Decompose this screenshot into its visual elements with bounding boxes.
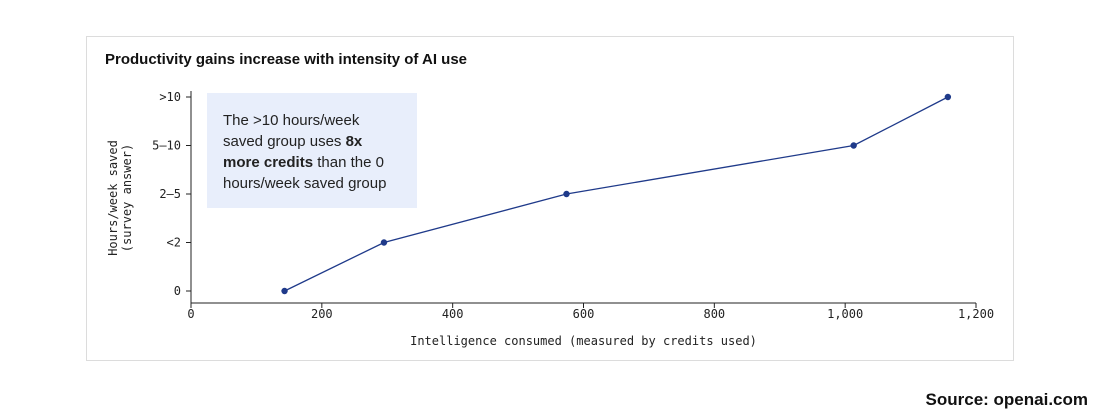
y-tick-label: 2–5 — [159, 187, 181, 201]
x-axis-label: Intelligence consumed (measured by credi… — [410, 334, 757, 348]
x-tick-label: 1,200 — [958, 307, 994, 321]
chart-title: Productivity gains increase with intensi… — [105, 51, 468, 68]
x-tick-label: 0 — [187, 307, 194, 321]
data-point — [281, 287, 288, 295]
annotation-text-1: The >10 hours/week saved group uses — [223, 112, 360, 150]
y-axis-label-line-1: Hours/week saved — [106, 140, 120, 256]
x-tick-label: 800 — [703, 307, 725, 321]
y-tick-label: <2 — [167, 236, 181, 250]
annotation-box: The >10 hours/week saved group uses 8x m… — [207, 93, 417, 208]
x-tick-label: 1,000 — [827, 307, 863, 321]
data-point — [944, 93, 952, 101]
annotation-bold-text: 8x more credits — [223, 133, 363, 171]
annotation-text-2: than the 0 hours/week saved group — [223, 154, 387, 192]
y-tick-label: 5–10 — [152, 139, 181, 153]
y-tick-label: >10 — [159, 90, 181, 104]
source-credit: Source: openai.com — [925, 390, 1088, 409]
y-tick-label: 0 — [174, 284, 181, 298]
data-point — [380, 239, 388, 246]
x-tick-label: 600 — [573, 307, 595, 321]
data-point — [563, 190, 570, 198]
y-axis-label-line-2: (survey answer) — [120, 144, 134, 252]
x-tick-label: 200 — [311, 307, 333, 321]
x-tick-label: 400 — [442, 307, 464, 321]
data-point — [850, 142, 857, 149]
